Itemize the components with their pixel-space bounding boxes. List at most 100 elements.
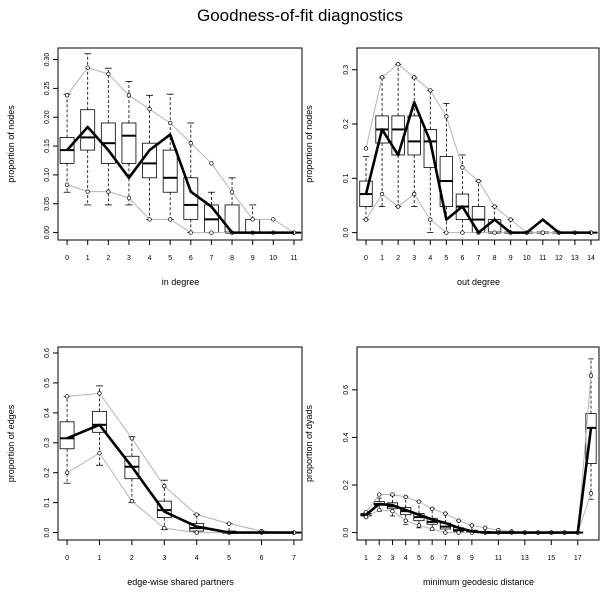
x-tick-label: 7 (477, 255, 481, 262)
bound-point-upper (469, 523, 475, 528)
bound-point-upper (250, 217, 255, 222)
bound-point-upper (188, 141, 193, 146)
bound-point-lower (403, 518, 408, 523)
bound-point-upper (456, 518, 461, 523)
box-3 (121, 81, 137, 206)
y-tick-label: 0.0 (343, 228, 350, 238)
x-tick-label: 8 (230, 255, 234, 262)
box-4 (142, 94, 157, 220)
bound-point-upper (412, 75, 417, 80)
x-tick-label: 3 (391, 555, 395, 562)
y-tick-label: 0.15 (44, 139, 51, 153)
box-7 (204, 191, 219, 234)
x-tick-label: 0 (364, 255, 368, 262)
bound-point-lower (85, 189, 90, 194)
y-tick-label: 0.6 (44, 348, 51, 358)
bound-point-upper (403, 494, 408, 500)
x-tick-label: 5 (168, 255, 172, 262)
bound-point-lower (428, 217, 433, 222)
y-axis-label: proportion of edges (6, 404, 16, 482)
x-tick-label: 13 (521, 555, 529, 562)
bound-point-upper (444, 114, 449, 119)
x-tick-label: 1 (86, 255, 90, 262)
x-axis-label: out degree (457, 277, 500, 287)
x-tick-label: 4 (195, 555, 199, 562)
x-tick-label: 10 (523, 255, 531, 262)
x-tick-label: 1 (98, 555, 102, 562)
box-body (121, 122, 137, 164)
bound-point-upper (460, 165, 465, 170)
bound-point-upper (194, 512, 199, 517)
x-tick-label: 7 (209, 255, 213, 262)
bound-point-upper (226, 521, 232, 526)
x-tick-label: 13 (571, 255, 579, 262)
x-tick-label: 8 (457, 555, 461, 562)
bound-point-lower (168, 217, 173, 222)
bound-point-upper (588, 373, 594, 378)
bound-point-upper (209, 161, 214, 166)
box-3 (407, 77, 421, 207)
x-tick-label: 4 (404, 555, 408, 562)
x-tick-label: 0 (65, 255, 69, 262)
bound-point-lower (460, 230, 465, 235)
y-tick-label: 0.3 (343, 65, 350, 75)
x-tick-label: 8 (493, 255, 497, 262)
bound-point-upper (85, 65, 90, 70)
gof-panel-1: 0.00 0.05 0.10 0.15 0.20 0.25 0.30 0 1 2 3 4 5 6 7 8 9 10… (6, 47, 303, 287)
box-body (162, 149, 178, 193)
box-body (183, 177, 199, 220)
box-5 (162, 93, 178, 220)
x-tick-label: 2 (377, 555, 381, 562)
x-tick-label: 9 (251, 255, 255, 262)
bound-point-upper (416, 499, 422, 504)
y-tick-label: 0.2 (44, 468, 51, 478)
plot-frame (356, 346, 600, 541)
x-tick-label: 17 (574, 555, 582, 562)
bound-point-lower (162, 525, 167, 531)
bound-point-upper (508, 217, 513, 222)
bound-point-lower (390, 509, 395, 514)
bound-point-upper (162, 484, 167, 489)
x-tick-label: 4 (428, 255, 432, 262)
bound-point-lower (456, 530, 461, 535)
x-tick-label: 0 (65, 555, 69, 562)
bound-point-lower (412, 191, 417, 197)
plot-frame (57, 47, 303, 241)
y-tick-label: 0.0 (44, 528, 51, 538)
bound-point-lower (492, 230, 497, 235)
x-tick-label: 11 (539, 255, 546, 262)
plot-frame (57, 346, 303, 541)
box-2 (100, 67, 116, 206)
x-tick-label: 1 (380, 255, 384, 262)
bound-point-upper (390, 492, 395, 497)
x-tick-label: 6 (260, 555, 264, 562)
bound-point-lower (540, 230, 545, 235)
y-tick-label: 0.4 (343, 432, 350, 442)
y-axis-label: proportion of dyads (304, 404, 314, 482)
y-tick-label: 0.2 (343, 119, 350, 129)
bound-point-upper (64, 93, 70, 98)
observed-line (365, 427, 593, 534)
bound-point-lower (379, 191, 385, 197)
bound-point-upper (271, 217, 276, 222)
box-body (142, 142, 157, 179)
bound-point-lower (126, 195, 132, 201)
x-tick-label: 5 (227, 555, 231, 562)
bound-point-lower (395, 204, 401, 209)
y-tick-label: 0.0 (343, 528, 350, 538)
y-tick-label: 0.30 (44, 53, 51, 67)
x-tick-label: 14 (587, 255, 595, 262)
x-axis-label: edge-wise shared partners (127, 577, 234, 587)
x-tick-label: 15 (547, 555, 555, 562)
bound-point-lower (188, 230, 193, 235)
y-tick-label: 0.25 (44, 81, 51, 95)
bound-point-upper (106, 71, 111, 77)
box-2 (391, 63, 405, 207)
box-1 (80, 53, 96, 206)
x-tick-label: 3 (127, 255, 131, 262)
x-tick-label: 3 (412, 255, 416, 262)
gof-panel-4: 0.0 0.2 0.4 0.6 1 2 3 4 5 6 7 8 9 11 13 15 17 minimum geo… (304, 346, 600, 587)
bound-point-upper (97, 391, 102, 396)
bound-point-lower (209, 230, 214, 235)
